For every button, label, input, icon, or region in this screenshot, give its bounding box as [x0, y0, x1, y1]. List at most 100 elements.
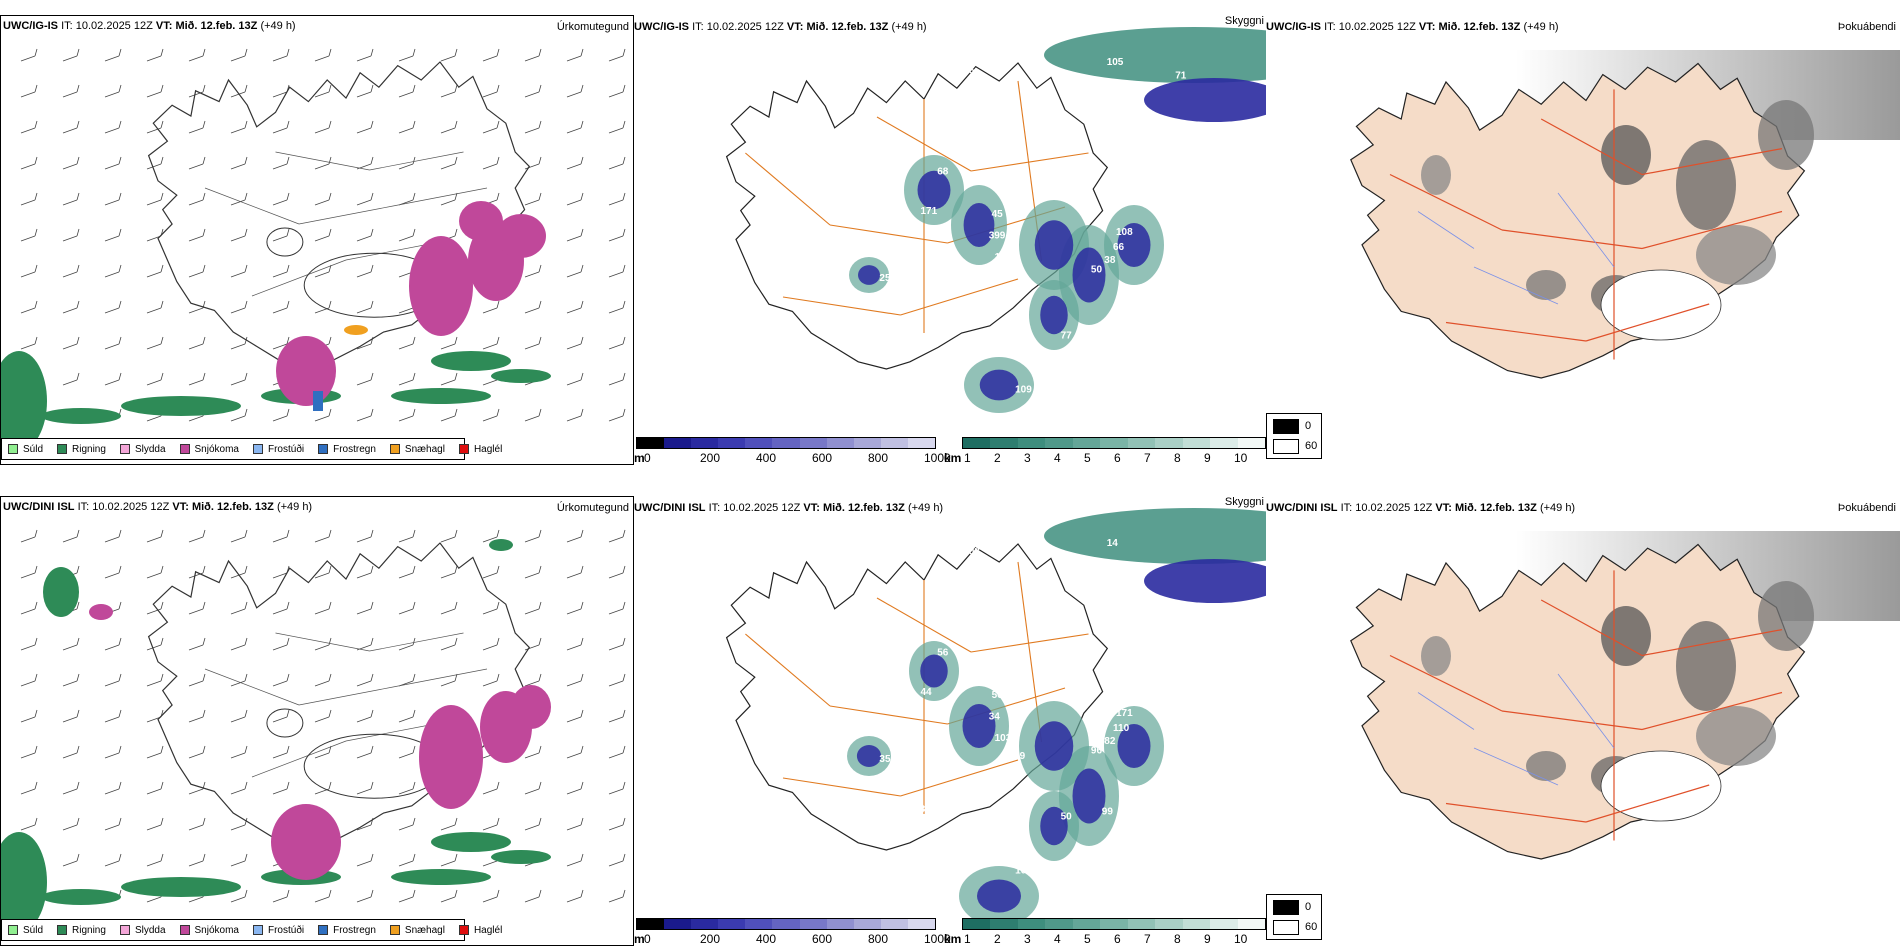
- wind-barb: [188, 680, 204, 687]
- wind-barb: [62, 307, 78, 314]
- wind-barb-flag: [286, 120, 290, 129]
- wind-barb: [482, 896, 498, 903]
- ceiling-visibility-map: 108 84 50 174 171 110 109 66 66 109 70 85 68 12 97 61 38…: [725, 27, 1266, 413]
- wind-barb: [314, 716, 330, 723]
- wind-barb: [566, 379, 582, 386]
- legend-swatch: [57, 925, 68, 935]
- wind-barb-flag: [328, 565, 332, 574]
- wind-barb: [62, 680, 78, 687]
- low-visibility-area: [1044, 27, 1266, 83]
- wind-barb-flag: [538, 745, 542, 754]
- wind-barb: [440, 860, 456, 867]
- wind-barb: [20, 55, 36, 62]
- ceiling-patch: [977, 879, 1021, 913]
- wind-barb-flag: [76, 300, 80, 309]
- row-ig-is: UWC/IG-IS IT: 10.02.2025 12Z VT: Mið. 12…: [0, 15, 1900, 465]
- wind-barb: [482, 788, 498, 795]
- wind-barb-flag: [160, 120, 164, 129]
- wind-barb-flag: [202, 529, 206, 538]
- legend-item: Frostregn: [318, 925, 376, 936]
- rain-area: [391, 388, 491, 404]
- river: [1557, 673, 1615, 749]
- wind-barb-flag: [160, 300, 164, 309]
- wind-barb-flag: [34, 601, 38, 610]
- wind-barb-flag: [34, 192, 38, 201]
- wind-barb: [62, 644, 78, 651]
- rain-area: [391, 869, 491, 885]
- wind-barb-flag: [76, 673, 80, 682]
- wind-barb-flag: [454, 336, 458, 345]
- wind-barb: [20, 343, 36, 350]
- vt-label: VT:: [1418, 21, 1436, 33]
- wind-barb-flag: [496, 120, 500, 129]
- ceiling-bin: [745, 438, 773, 448]
- wind-barb-flag: [370, 781, 374, 790]
- wind-barb: [104, 199, 120, 206]
- ceiling-value-label: 70: [1232, 724, 1244, 735]
- wind-barb: [566, 860, 582, 867]
- vt-label: VT:: [803, 502, 820, 514]
- wind-barb: [104, 55, 120, 62]
- wind-barb: [398, 379, 414, 386]
- wind-barb: [230, 716, 246, 723]
- wind-barb: [272, 307, 288, 314]
- legend-item: Snjókoma: [179, 443, 239, 455]
- wind-barb-flag: [118, 336, 122, 345]
- visibility-bin: [1182, 438, 1211, 448]
- wind-barb: [104, 271, 120, 278]
- legend-swatch: [458, 444, 469, 454]
- it-value: 10.02.2025 12Z: [706, 21, 784, 33]
- wind-barb-flag: [160, 565, 164, 574]
- wind-barb-flag: [622, 781, 626, 790]
- it-label: IT:: [692, 21, 704, 33]
- wind-barb-flag: [580, 709, 584, 718]
- wind-barb: [314, 271, 330, 278]
- wind-barb: [230, 644, 246, 651]
- wind-barb: [272, 91, 288, 98]
- legend-label: Snjókoma: [194, 443, 239, 455]
- wind-barb: [188, 644, 204, 651]
- vt-label: VT:: [172, 501, 189, 513]
- visibility-tick: 9: [1204, 451, 1211, 465]
- wind-barb-flag: [160, 601, 164, 610]
- legend-swatch: [57, 444, 68, 454]
- wind-barb: [188, 752, 204, 759]
- ceiling-value-label: 38: [1133, 648, 1145, 659]
- rain-area: [1, 351, 47, 451]
- wind-barb-flag: [412, 156, 416, 165]
- wind-barb-flag: [496, 408, 500, 417]
- ceiling-tick: 800: [868, 932, 889, 946]
- wind-barb: [230, 752, 246, 759]
- panel-header: UWC/IG-IS IT: 10.02.2025 12Z VT: Mið. 12…: [1266, 21, 1559, 33]
- wind-barb-flag: [454, 372, 458, 381]
- model-name: UWC/IG-IS: [1266, 21, 1321, 33]
- wind-barb-flag: [580, 408, 584, 417]
- wind-barb: [146, 199, 162, 206]
- wind-barb-flag: [370, 372, 374, 381]
- wind-barb-flag: [244, 709, 248, 718]
- fog-patch: [1758, 100, 1814, 170]
- wind-barb-flag: [286, 529, 290, 538]
- wind-barb-flag: [454, 408, 458, 417]
- wind-barb-flag: [496, 48, 500, 57]
- wind-barb-flag: [622, 372, 626, 381]
- visibility-bin: [1045, 919, 1073, 929]
- wind-barb: [20, 608, 36, 615]
- wind-barb-flag: [34, 84, 38, 93]
- clouds-title: Skyggni: [1224, 15, 1264, 27]
- road: [1445, 321, 1587, 342]
- ceiling-value-label: 34: [989, 712, 1001, 723]
- road: [392, 187, 488, 207]
- wind-barb-flag: [622, 529, 626, 538]
- wind-barb: [566, 415, 582, 422]
- wind-barb-flag: [286, 637, 290, 646]
- ceiling-patch: [962, 704, 996, 748]
- glacier-white: [1600, 750, 1722, 822]
- legend-label: Haglél: [473, 924, 503, 936]
- legend-swatch: [8, 925, 18, 935]
- wind-barb-flag: [118, 84, 122, 93]
- snow-area: [496, 214, 546, 258]
- wind-barb: [188, 271, 204, 278]
- wind-barb: [314, 644, 330, 651]
- wind-barb-flag: [328, 408, 332, 417]
